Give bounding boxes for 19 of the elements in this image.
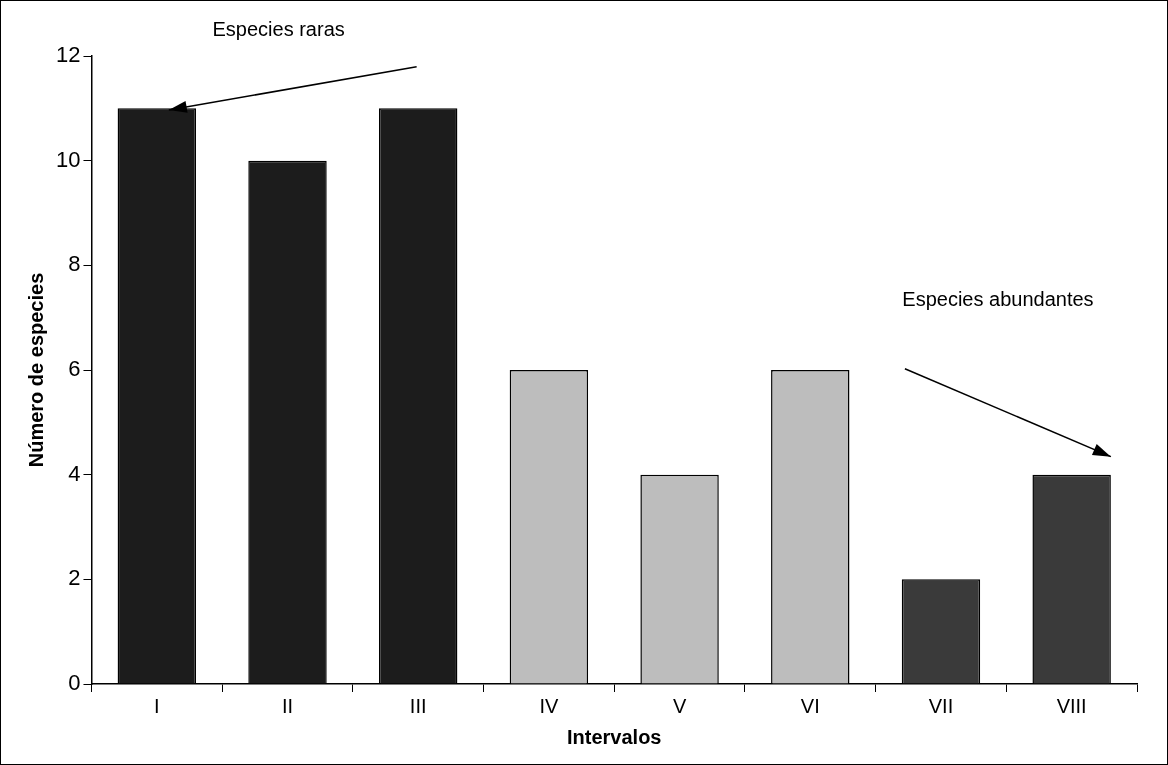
text: Especies raras xyxy=(212,18,345,41)
y-axis-title: Número de especies xyxy=(24,272,47,468)
y-tick-label: 8 xyxy=(68,251,81,277)
y-tick-label: 4 xyxy=(68,460,81,486)
y-tick-label: 0 xyxy=(68,670,81,696)
x-axis-title: Intervalos xyxy=(566,725,662,748)
annotation: Especies abundantes xyxy=(902,288,1094,311)
x-tick-label: VI xyxy=(800,694,820,717)
x-tick-label: III xyxy=(409,694,427,717)
x-tick-label: VIII xyxy=(1056,694,1087,717)
y-tick-label: 12 xyxy=(55,42,81,68)
x-tick-label: II xyxy=(281,694,294,717)
x-tick-label: I xyxy=(154,694,160,717)
y-tick-label: 10 xyxy=(55,146,81,172)
y-tick-label: 6 xyxy=(68,356,81,382)
x-tick-label: VII xyxy=(928,694,954,717)
x-tick-label: V xyxy=(672,694,687,717)
y-tick-label: 2 xyxy=(68,565,81,591)
x-tick-label: IV xyxy=(539,694,559,717)
